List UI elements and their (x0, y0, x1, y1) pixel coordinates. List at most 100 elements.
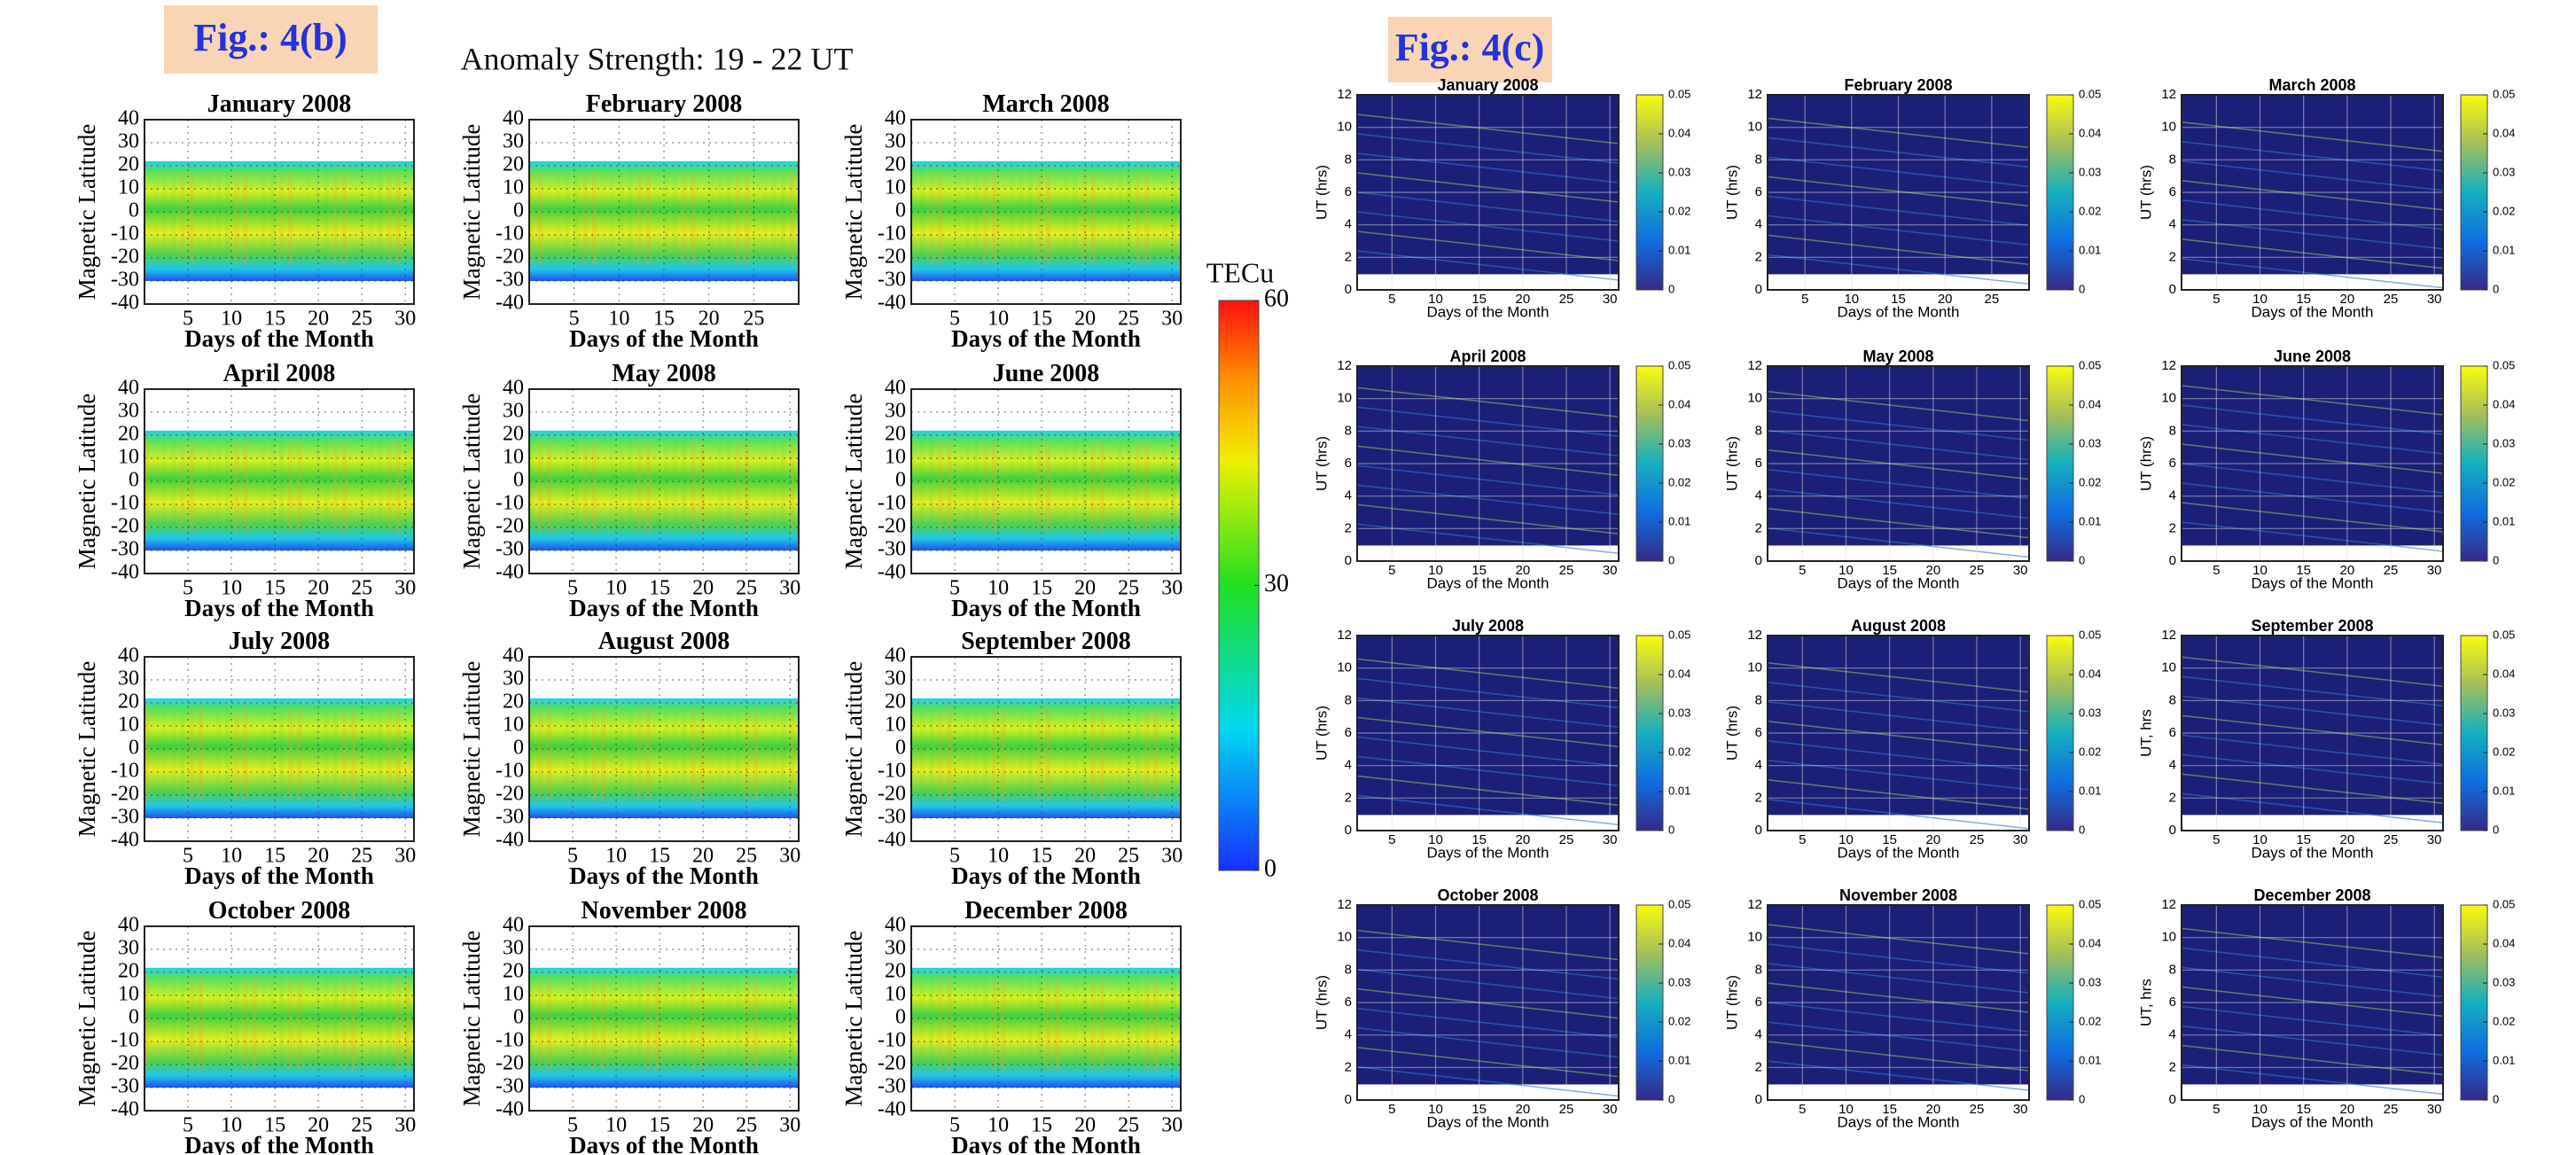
heatmap-streak (234, 708, 239, 801)
y-tick-label: 4 (2169, 488, 2176, 503)
heatmap-streak (547, 978, 552, 1071)
x-tick-label: 10 (2252, 1102, 2268, 1117)
y-tick-label: 10 (118, 983, 139, 1006)
heatmap-streak (938, 441, 943, 534)
x-tick-label: 25 (351, 308, 372, 331)
heatmap-streak (529, 171, 535, 264)
heatmap-streak (1064, 441, 1069, 534)
y-tick-label: 4 (1345, 1027, 1352, 1042)
heatmap-streak (547, 708, 552, 801)
heatmap-streak (360, 171, 365, 264)
heatmap-streak (1356, 133, 1620, 164)
y-tick-label: 6 (1345, 995, 1352, 1010)
y-tick-label: 12 (1747, 897, 1762, 912)
y-tick-label: 0 (1345, 823, 1352, 838)
x-tick-label: 5 (949, 845, 960, 868)
colorbar-tick-label: 0.04 (2493, 936, 2515, 949)
y-tick-label: 2 (1345, 790, 1352, 805)
heatmap-streak (1055, 441, 1059, 533)
x-tick-label: 30 (394, 1114, 416, 1137)
panel-title: February 2008 (586, 90, 743, 118)
panel-title: January 2008 (207, 90, 352, 118)
heatmap-streak (780, 978, 785, 1071)
y-tick-label: 4 (2169, 217, 2176, 232)
x-tick-label: 5 (949, 1114, 960, 1137)
colorbar-tick-label: 0 (2079, 1092, 2085, 1105)
y-tick-label: 20 (503, 153, 524, 176)
y-tick-label: 4 (1755, 488, 1762, 503)
x-tick-label: 20 (1074, 1114, 1096, 1137)
x-tick-label: 30 (1603, 1102, 1618, 1117)
heatmap-streak (378, 708, 383, 801)
heatmap-streak (929, 441, 934, 534)
heatmap-streak (279, 171, 285, 264)
x-tick-label: 25 (351, 577, 372, 600)
heatmap (911, 430, 1181, 550)
panel-title: June 2008 (2274, 347, 2351, 365)
heatmap-streak (1036, 978, 1042, 1071)
x-tick-label: 10 (987, 845, 1009, 868)
heatmap-streak (983, 441, 988, 534)
heatmap-streak (673, 708, 678, 801)
y-tick-label: 12 (2161, 87, 2176, 102)
x-tick-label: 10 (221, 845, 242, 868)
heatmap-streak (1356, 948, 1620, 980)
heatmap-streak (654, 978, 660, 1071)
x-tick-label: 30 (779, 1114, 800, 1137)
x-tick-label: 10 (1428, 832, 1443, 847)
y-axis-label: Magnetic Latitude (458, 124, 485, 300)
x-axis-label: Days of the Month (2252, 304, 2374, 321)
heatmap-streak (1073, 978, 1078, 1071)
y-tick-label: 10 (1337, 660, 1352, 675)
heatmap-streak (1356, 755, 1620, 787)
heatmap-streak (1767, 410, 2030, 441)
heatmap (529, 430, 799, 550)
x-tick-label: 5 (949, 577, 960, 600)
heatmap-streak (253, 441, 257, 533)
heatmap-streak (1356, 1026, 1620, 1058)
colorbar-tick-label: 0.02 (2493, 475, 2515, 488)
x-tick-label: 15 (1031, 308, 1052, 331)
colorbar-tick-label: 0 (1668, 823, 1674, 836)
heatmap-streak (1767, 449, 2030, 480)
heatmap-streak (601, 978, 606, 1071)
y-tick-label: -20 (111, 246, 139, 269)
heatmap-streak (2181, 424, 2444, 455)
heatmap-streak (171, 978, 176, 1071)
heatmap-streak (1136, 978, 1141, 1071)
y-tick-label: -40 (878, 561, 906, 584)
heatmap-streak (780, 441, 785, 534)
colorbar-tick-label: 0.03 (1668, 706, 1690, 719)
plot-frame (2181, 94, 2444, 291)
y-tick-label: 0 (1755, 823, 1762, 838)
y-tick-label: 20 (885, 153, 906, 176)
plot-frame (528, 119, 800, 305)
y-tick-label: 2 (1755, 249, 1762, 264)
heatmap-streak (1081, 978, 1087, 1071)
heatmap-streak (1046, 708, 1051, 801)
heatmap-streak (2181, 714, 2444, 745)
y-tick-label: 40 (503, 914, 524, 937)
x-tick-label: 25 (1118, 845, 1139, 868)
plot-frame (910, 925, 1182, 1112)
y-tick-label: 30 (118, 130, 139, 153)
y-tick-label: -30 (496, 1075, 524, 1098)
heatmap-streak (1356, 250, 1620, 281)
x-tick-label: 20 (2339, 563, 2354, 578)
heatmap-streak (1163, 978, 1167, 1070)
y-tick-label: 6 (1755, 456, 1762, 471)
y-axis-label: Magnetic Latitude (74, 124, 100, 300)
y-axis-label: Magnetic Latitude (458, 661, 485, 838)
x-axis-label: Days of the Month (1427, 1114, 1550, 1131)
y-tick-label: 40 (118, 914, 139, 937)
heatmap-streak (1356, 230, 1620, 261)
x-tick-label: 10 (1838, 1102, 1854, 1117)
y-axis-label: UT (hrs) (1723, 975, 1740, 1030)
y-axis-label: UT (hrs) (1313, 706, 1330, 761)
y-tick-label: 6 (1345, 725, 1352, 740)
heatmap (2182, 366, 2443, 546)
colorbar-tick-label: 0.02 (1668, 1014, 1690, 1027)
heatmap-streak (736, 978, 741, 1071)
y-tick-label: -20 (111, 783, 139, 806)
